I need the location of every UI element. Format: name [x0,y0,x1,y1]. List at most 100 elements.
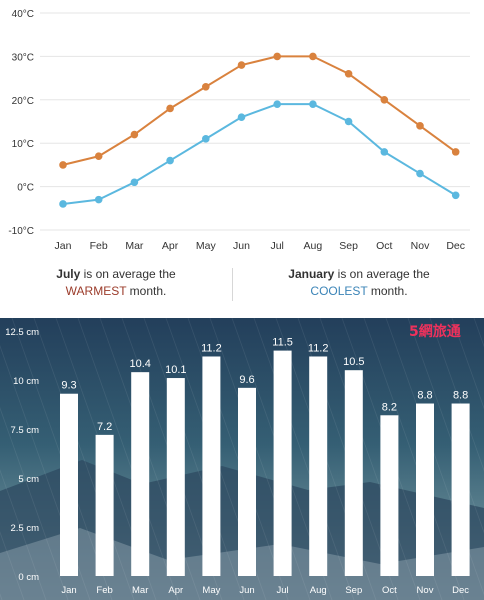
temperature-high-line [62,55,457,166]
temperature-high-point [380,96,389,104]
temperature-high-point [130,130,139,139]
precipitation-y-tick-label: 5 cm [18,474,39,485]
background-rain-streak [209,318,311,600]
precipitation-bar [380,415,399,576]
coolest-month: January [288,267,335,281]
temperature-high-point [94,152,103,161]
temperature-low-point [202,135,210,143]
precipitation-bar [166,378,185,576]
precipitation-data-label: 10.4 [129,358,150,370]
temperature-x-tick-label: Jan [55,240,72,252]
precipitation-data-label: 7.2 [97,421,112,433]
temperature-low-point [344,117,353,126]
temperature-low-point [416,169,424,178]
precipitation-data-label: 8.8 [417,390,432,402]
precipitation-y-tick-label: 0 cm [18,572,39,583]
precipitation-data-label: 8.8 [453,390,468,402]
precipitation-y-tick-label: 2.5 cm [10,523,39,534]
precipitation-x-tick-label: Aug [310,585,327,596]
coolest-phrase-start: is on average the [334,267,430,281]
warmest-phrase-end: month. [126,284,167,298]
warmest-summary: July is on average the WARMEST month. [0,266,232,306]
precipitation-chart: 0 cm 2.5 cm 5 cm 7.5 cm 10 cm 12.5 cm 9.3 Jan 7.… [0,318,484,600]
temperature-low-point [59,200,67,208]
temperature-y-tick-label: 10°C [12,139,34,150]
precipitation-bar [273,350,292,576]
temperature-x-tick-label: Feb [90,240,108,252]
precipitation-x-tick-label: Dec [452,585,469,596]
precipitation-x-tick-label: Jul [277,585,289,596]
precipitation-y-tick-label: 10 cm [13,376,39,387]
temperature-x-tick-label: Dec [446,240,465,252]
background-rain-streak [77,318,179,600]
precipitation-data-label: 11.5 [272,337,293,349]
temperature-high-point [451,148,460,156]
background-rain-streak [429,318,484,472]
temperature-chart: -10°C 0°C 10°C 20°C 30°C 40°C Jan Feb Mar Apr May J… [8,9,470,252]
precipitation-data-label: 8.2 [382,401,397,413]
background-rain-streak [143,318,245,600]
warmest-month: July [56,267,81,281]
temperature-low-point [237,113,246,121]
section-gap [0,307,484,318]
temperature-x-tick-label: Nov [411,240,430,252]
background-rain-streak [0,469,47,600]
precipitation-bar [60,393,78,576]
precipitation-panel: 0 cm 2.5 cm 5 cm 7.5 cm 10 cm 12.5 cm 9.3 Jan 7.… [0,318,484,600]
temperature-y-tick-label: 40°C [12,9,34,20]
summary-divider [232,268,233,301]
precipitation-bar [416,403,434,576]
background-rain-streak [363,318,465,600]
temperature-high-point [59,161,67,169]
temperature-high-point [202,82,210,91]
background-rain-streak [0,407,69,600]
temperature-y-tick-label: 20°C [12,96,34,107]
precipitation-data-label: 11.2 [308,342,329,354]
temperature-x-tick-label: Sep [339,240,358,252]
watermark-logo: 5網旅通 [409,324,461,340]
precipitation-y-tick-label: 12.5 cm [5,327,39,338]
precipitation-x-tick-label: Nov [417,585,434,596]
warmest-word: WARMEST [65,284,127,298]
background-rain-streak [319,318,421,600]
temperature-high-point [416,122,424,130]
temperature-low-point [130,178,139,187]
precipitation-x-tick-label: Sep [345,585,362,596]
precipitation-bar [202,356,221,576]
precipitation-y-tick-label: 7.5 cm [10,425,39,436]
background-rain-streak [253,318,355,600]
precipitation-data-label: 11.2 [201,342,222,354]
precipitation-bar [238,387,256,576]
temperature-x-tick-label: May [196,240,217,252]
precipitation-bar [309,356,328,576]
temperature-panel: -10°C 0°C 10°C 20°C 30°C 40°C Jan Feb Mar Apr May J… [0,9,484,318]
precipitation-bar [344,370,363,576]
temperature-low-point [451,191,460,200]
temperature-x-tick-label: Mar [125,240,144,252]
precipitation-bar [95,434,114,576]
precipitation-x-tick-label: Jan [61,585,76,596]
temperature-low-point [94,195,103,204]
precipitation-x-tick-label: May [202,585,220,596]
temperature-x-tick-label: Oct [376,240,392,252]
coolest-summary: January is on average the COOLEST month. [234,266,484,306]
temperature-x-tick-label: Aug [304,240,323,252]
precipitation-data-label: 9.3 [61,380,76,392]
precipitation-x-tick-label: Feb [96,585,112,596]
background-rain-streak [451,318,484,410]
temperature-y-tick-label: 0°C [17,183,34,194]
temperature-high-point [273,52,282,61]
temperature-high-point [166,104,174,113]
temperature-low-point [309,100,317,108]
temperature-low-line [62,103,457,205]
precipitation-x-tick-label: Jun [239,585,254,596]
background-rain-streak [0,531,25,600]
temperature-high-point [344,69,353,78]
temperature-x-tick-label: Jun [233,240,250,252]
coolest-word: COOLEST [310,284,368,298]
precipitation-x-tick-label: Apr [168,585,183,596]
temperature-high-point [309,52,317,61]
background-rain-streak [33,318,135,600]
temperature-x-tick-label: Apr [162,240,179,252]
